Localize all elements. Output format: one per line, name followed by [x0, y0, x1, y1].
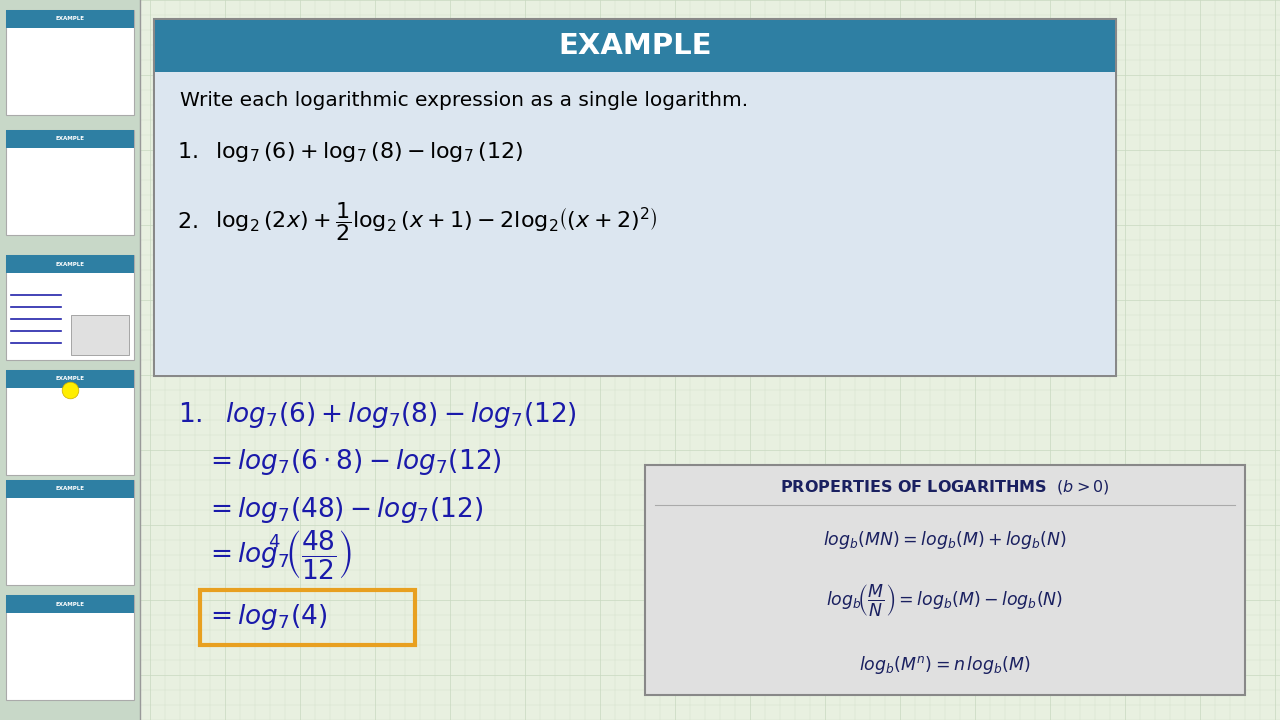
Bar	[155, 20, 1115, 72]
Text: Write each logarithmic expression as a single logarithm.: Write each logarithmic expression as a s…	[180, 91, 748, 109]
Text: EXAMPLE: EXAMPLE	[558, 32, 712, 60]
Text: EXAMPLE: EXAMPLE	[55, 487, 84, 492]
Bar	[6, 480, 134, 498]
Bar	[6, 595, 134, 613]
Text: $log_b(M^n) = n\,log_b(M)$: $log_b(M^n) = n\,log_b(M)$	[859, 654, 1030, 676]
Text: $log_b(MN) = log_b(M) + log_b(N)$: $log_b(MN) = log_b(M) + log_b(N)$	[823, 529, 1068, 551]
Text: EXAMPLE: EXAMPLE	[55, 261, 84, 266]
Text: $\mathit{2.}$: $\mathit{2.}$	[177, 212, 198, 232]
Bar	[6, 595, 134, 700]
Text: $\mathit{4}$: $\mathit{4}$	[268, 533, 280, 551]
Bar	[154, 19, 1116, 376]
Bar	[645, 465, 1245, 695]
Text: $\mathbf{PROPERTIES\ OF\ LOGARITHMS}\ \ (b > 0)$: $\mathbf{PROPERTIES\ OF\ LOGARITHMS}\ \ …	[780, 478, 1110, 496]
Text: $\mathit{1.}$: $\mathit{1.}$	[177, 142, 198, 162]
Text: EXAMPLE: EXAMPLE	[55, 137, 84, 142]
Bar	[200, 590, 415, 645]
Bar	[6, 370, 134, 475]
Bar	[6, 130, 134, 148]
Text: $\mathit{1.\ \ log_7(6) + log_7(8) - log_7(12)}$: $\mathit{1.\ \ log_7(6) + log_7(8) - log…	[178, 400, 577, 430]
Bar	[0, 0, 140, 720]
Bar	[6, 255, 134, 360]
Bar	[6, 480, 134, 585]
Bar	[6, 10, 134, 115]
Bar	[6, 10, 134, 28]
Text: $log_b\!\left(\dfrac{M}{N}\right) = log_b(M) - log_b(N)$: $log_b\!\left(\dfrac{M}{N}\right) = log_…	[827, 582, 1064, 618]
Text: EXAMPLE: EXAMPLE	[55, 377, 84, 382]
Bar	[70, 315, 129, 355]
Text: $\mathit{= log_7(6 \cdot 8) - log_7(12)}$: $\mathit{= log_7(6 \cdot 8) - log_7(12)}…	[205, 447, 502, 477]
Bar	[6, 130, 134, 235]
Text: $\mathit{= log_7(48) - log_7(12)}$: $\mathit{= log_7(48) - log_7(12)}$	[205, 495, 483, 525]
Bar	[155, 72, 1115, 375]
Text: $\mathit{= log_7(4)}$: $\mathit{= log_7(4)}$	[205, 602, 328, 632]
Bar	[6, 370, 134, 388]
Text: EXAMPLE: EXAMPLE	[55, 17, 84, 22]
Bar	[6, 255, 134, 273]
Text: $\log_2(2x) + \dfrac{1}{2}\log_2(x+1) - 2\log_2\!\left((x+2)^2\right)$: $\log_2(2x) + \dfrac{1}{2}\log_2(x+1) - …	[215, 201, 658, 243]
Text: EXAMPLE: EXAMPLE	[55, 601, 84, 606]
Text: $\mathit{= log_7\!\left(\dfrac{48}{12}\right)}$: $\mathit{= log_7\!\left(\dfrac{48}{12}\r…	[205, 528, 352, 582]
Text: $\log_7(6) + \log_7(8) - \log_7(12)$: $\log_7(6) + \log_7(8) - \log_7(12)$	[215, 140, 524, 164]
